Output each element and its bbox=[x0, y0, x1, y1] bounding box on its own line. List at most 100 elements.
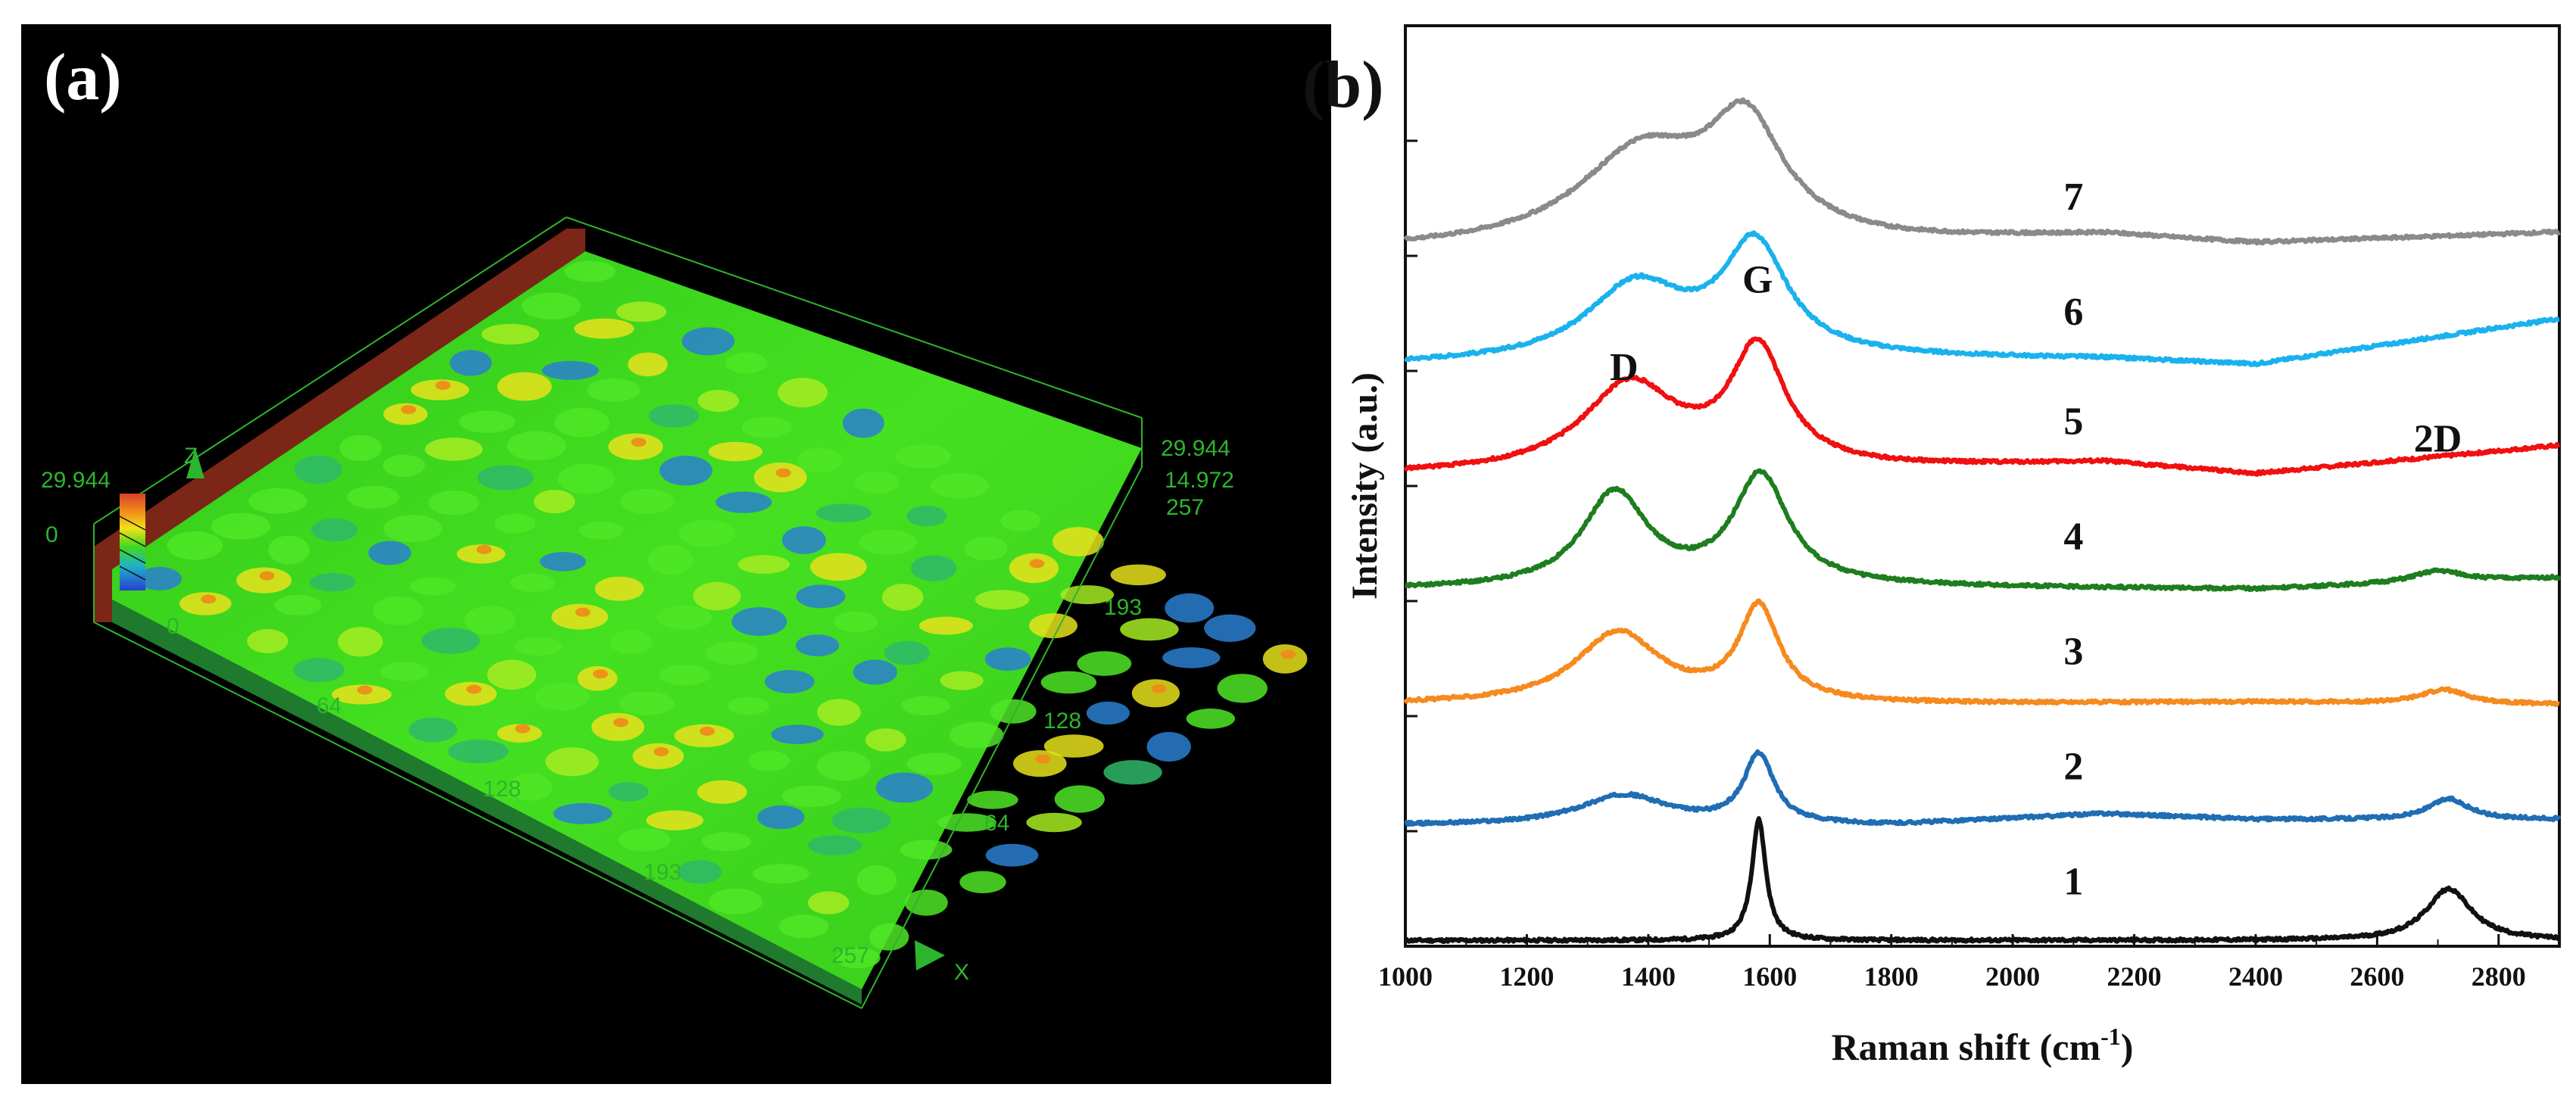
surface-bump bbox=[310, 518, 358, 542]
surface-bump bbox=[697, 780, 747, 804]
surface-bump bbox=[1262, 644, 1308, 674]
surface-bump bbox=[591, 712, 644, 742]
surface-bump bbox=[618, 828, 671, 852]
surface-peak bbox=[515, 724, 531, 734]
surface-bump bbox=[553, 802, 613, 824]
surface-bump bbox=[179, 592, 232, 615]
surface-bump bbox=[497, 724, 542, 743]
surface-bump bbox=[579, 521, 624, 540]
surface-bump bbox=[594, 576, 644, 601]
surface-front-edge bbox=[112, 600, 862, 1005]
series-label-2: 2 bbox=[2063, 746, 2083, 789]
peak-annotations: D G 2D bbox=[1610, 259, 2462, 461]
surface-bump bbox=[854, 471, 900, 494]
surface-bump bbox=[869, 923, 909, 951]
surface-bump bbox=[1217, 674, 1268, 703]
panel-b-label: (b) bbox=[1302, 48, 1384, 122]
surface-bump bbox=[247, 629, 288, 653]
surface-bump bbox=[1162, 647, 1221, 668]
peak-annotation-G: G bbox=[1742, 259, 1773, 302]
surface-bump bbox=[1029, 613, 1077, 639]
surface-bump bbox=[678, 519, 736, 547]
surface-bump bbox=[748, 750, 790, 771]
y-tick-64: 64 bbox=[984, 811, 1009, 836]
surface-bump bbox=[487, 659, 537, 690]
surface-bump bbox=[708, 888, 763, 915]
series-labels: 1 2 3 4 5 6 7 bbox=[2063, 176, 2083, 903]
surface-peak bbox=[613, 718, 628, 727]
series-line-1 bbox=[1404, 816, 2562, 944]
surface-bump bbox=[741, 416, 792, 438]
surface-bump bbox=[1204, 614, 1256, 642]
series-line-6 bbox=[1403, 230, 2561, 368]
surface-bump bbox=[911, 555, 957, 581]
surface-bump bbox=[1040, 671, 1097, 694]
surface-bump bbox=[693, 581, 741, 611]
surface-bump bbox=[608, 433, 663, 460]
surface-bump bbox=[648, 544, 693, 575]
surface-bump bbox=[248, 488, 307, 514]
surface-bump bbox=[619, 691, 675, 715]
surface-bump bbox=[521, 292, 582, 320]
surface-bump bbox=[1026, 812, 1082, 833]
surface-bump bbox=[383, 403, 428, 425]
series-line-3 bbox=[1403, 598, 2561, 708]
surface-profile-panel: 29.944 0 Z 29.944 14.972 257 193 128 64 … bbox=[21, 24, 1331, 1084]
surface-bump bbox=[656, 606, 713, 630]
surface-bump bbox=[808, 835, 862, 855]
surface-bump bbox=[808, 891, 850, 914]
series-label-1: 1 bbox=[2063, 861, 2083, 904]
surface-bump bbox=[674, 724, 734, 748]
surface-bump bbox=[616, 301, 667, 322]
surface-bump bbox=[706, 641, 759, 665]
surface-bump bbox=[1000, 509, 1040, 531]
surface-bump bbox=[881, 584, 924, 611]
surface-bump bbox=[268, 535, 310, 565]
surface-peak bbox=[775, 468, 791, 478]
surface-bump bbox=[408, 717, 457, 743]
x-tick-label: 2200 bbox=[2107, 961, 2162, 992]
surface-bump bbox=[551, 603, 609, 630]
surface-bump bbox=[293, 658, 345, 683]
surface-bump bbox=[587, 378, 641, 402]
peak-annotation-D: D bbox=[1610, 346, 1639, 389]
surface-bump bbox=[753, 864, 809, 884]
surface-bump bbox=[481, 323, 540, 345]
series-label-6: 6 bbox=[2063, 291, 2083, 334]
surface-bump bbox=[608, 782, 649, 802]
surface-peak bbox=[1029, 559, 1045, 569]
surface-peak bbox=[699, 726, 715, 736]
x-tick-257: 257 bbox=[831, 943, 869, 968]
surface-bump bbox=[137, 566, 182, 590]
surface-bump bbox=[310, 573, 356, 592]
surface-bump bbox=[727, 696, 769, 715]
surface-bump bbox=[797, 447, 842, 473]
surface-bump bbox=[425, 438, 483, 461]
series-lines bbox=[1403, 97, 2562, 944]
surface-bump bbox=[167, 531, 223, 560]
surface-bump bbox=[937, 813, 996, 832]
surface-bump bbox=[1165, 593, 1215, 623]
surface-bump bbox=[457, 544, 506, 564]
surface-bump bbox=[338, 627, 383, 657]
surface-bump bbox=[1009, 553, 1059, 584]
surface-bump bbox=[373, 596, 424, 626]
surface-bump bbox=[497, 372, 552, 401]
surface-bump bbox=[541, 360, 599, 380]
surface-peak bbox=[653, 747, 669, 756]
surface-bump bbox=[545, 747, 599, 777]
x-axis-label: X bbox=[954, 960, 969, 985]
surface-bump bbox=[796, 584, 846, 609]
surface-peak bbox=[1035, 754, 1051, 764]
surface-peak bbox=[259, 571, 275, 581]
surface-bump bbox=[904, 889, 948, 916]
surface-3d-plot: 29.944 0 Z 29.944 14.972 257 193 128 64 … bbox=[41, 217, 1308, 1009]
y-axis-title: Intensity (a.u.) bbox=[1345, 372, 1385, 600]
surface-bump bbox=[494, 513, 536, 534]
surface-bump bbox=[859, 529, 917, 555]
surface-bump bbox=[949, 721, 1004, 749]
panel-a-label: (a) bbox=[44, 41, 122, 114]
surface-bump bbox=[833, 611, 878, 633]
surface-top bbox=[112, 251, 1142, 989]
surface-bump bbox=[865, 728, 906, 752]
